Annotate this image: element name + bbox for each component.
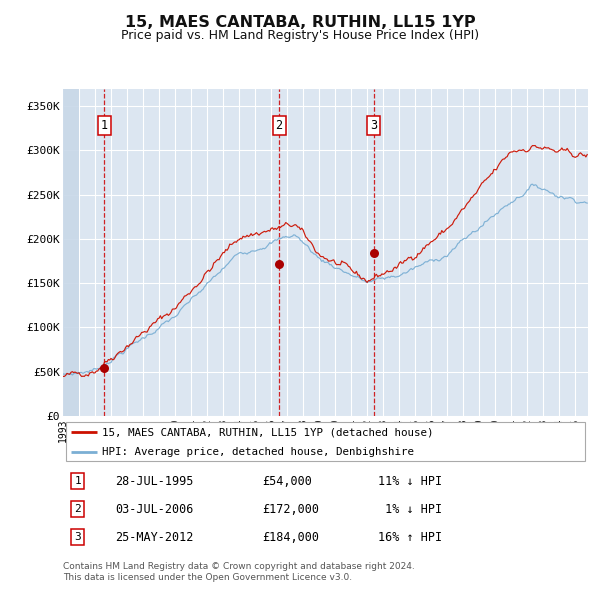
Text: 15, MAES CANTABA, RUTHIN, LL15 1YP: 15, MAES CANTABA, RUTHIN, LL15 1YP (125, 15, 475, 30)
Text: Price paid vs. HM Land Registry's House Price Index (HPI): Price paid vs. HM Land Registry's House … (121, 29, 479, 42)
Text: 1% ↓ HPI: 1% ↓ HPI (378, 503, 442, 516)
Text: 3: 3 (74, 532, 81, 542)
Bar (63, 88, 79, 416)
Text: 03-JUL-2006: 03-JUL-2006 (115, 503, 194, 516)
Text: 11% ↓ HPI: 11% ↓ HPI (378, 475, 442, 488)
Text: 1: 1 (101, 119, 107, 132)
Text: This data is licensed under the Open Government Licence v3.0.: This data is licensed under the Open Gov… (63, 572, 352, 582)
Text: 2: 2 (275, 119, 283, 132)
Text: 25-MAY-2012: 25-MAY-2012 (115, 530, 194, 543)
Text: Contains HM Land Registry data © Crown copyright and database right 2024.: Contains HM Land Registry data © Crown c… (63, 562, 415, 571)
Text: 1: 1 (74, 476, 81, 486)
Text: £184,000: £184,000 (263, 530, 320, 543)
Text: £54,000: £54,000 (263, 475, 313, 488)
Text: 3: 3 (370, 119, 377, 132)
Text: 16% ↑ HPI: 16% ↑ HPI (378, 530, 442, 543)
Text: 28-JUL-1995: 28-JUL-1995 (115, 475, 194, 488)
Bar (63, 88, 79, 416)
Text: £172,000: £172,000 (263, 503, 320, 516)
Text: 15, MAES CANTABA, RUTHIN, LL15 1YP (detached house): 15, MAES CANTABA, RUTHIN, LL15 1YP (deta… (103, 427, 434, 437)
Text: HPI: Average price, detached house, Denbighshire: HPI: Average price, detached house, Denb… (103, 447, 415, 457)
FancyBboxPatch shape (65, 422, 586, 461)
Text: 2: 2 (74, 504, 81, 514)
